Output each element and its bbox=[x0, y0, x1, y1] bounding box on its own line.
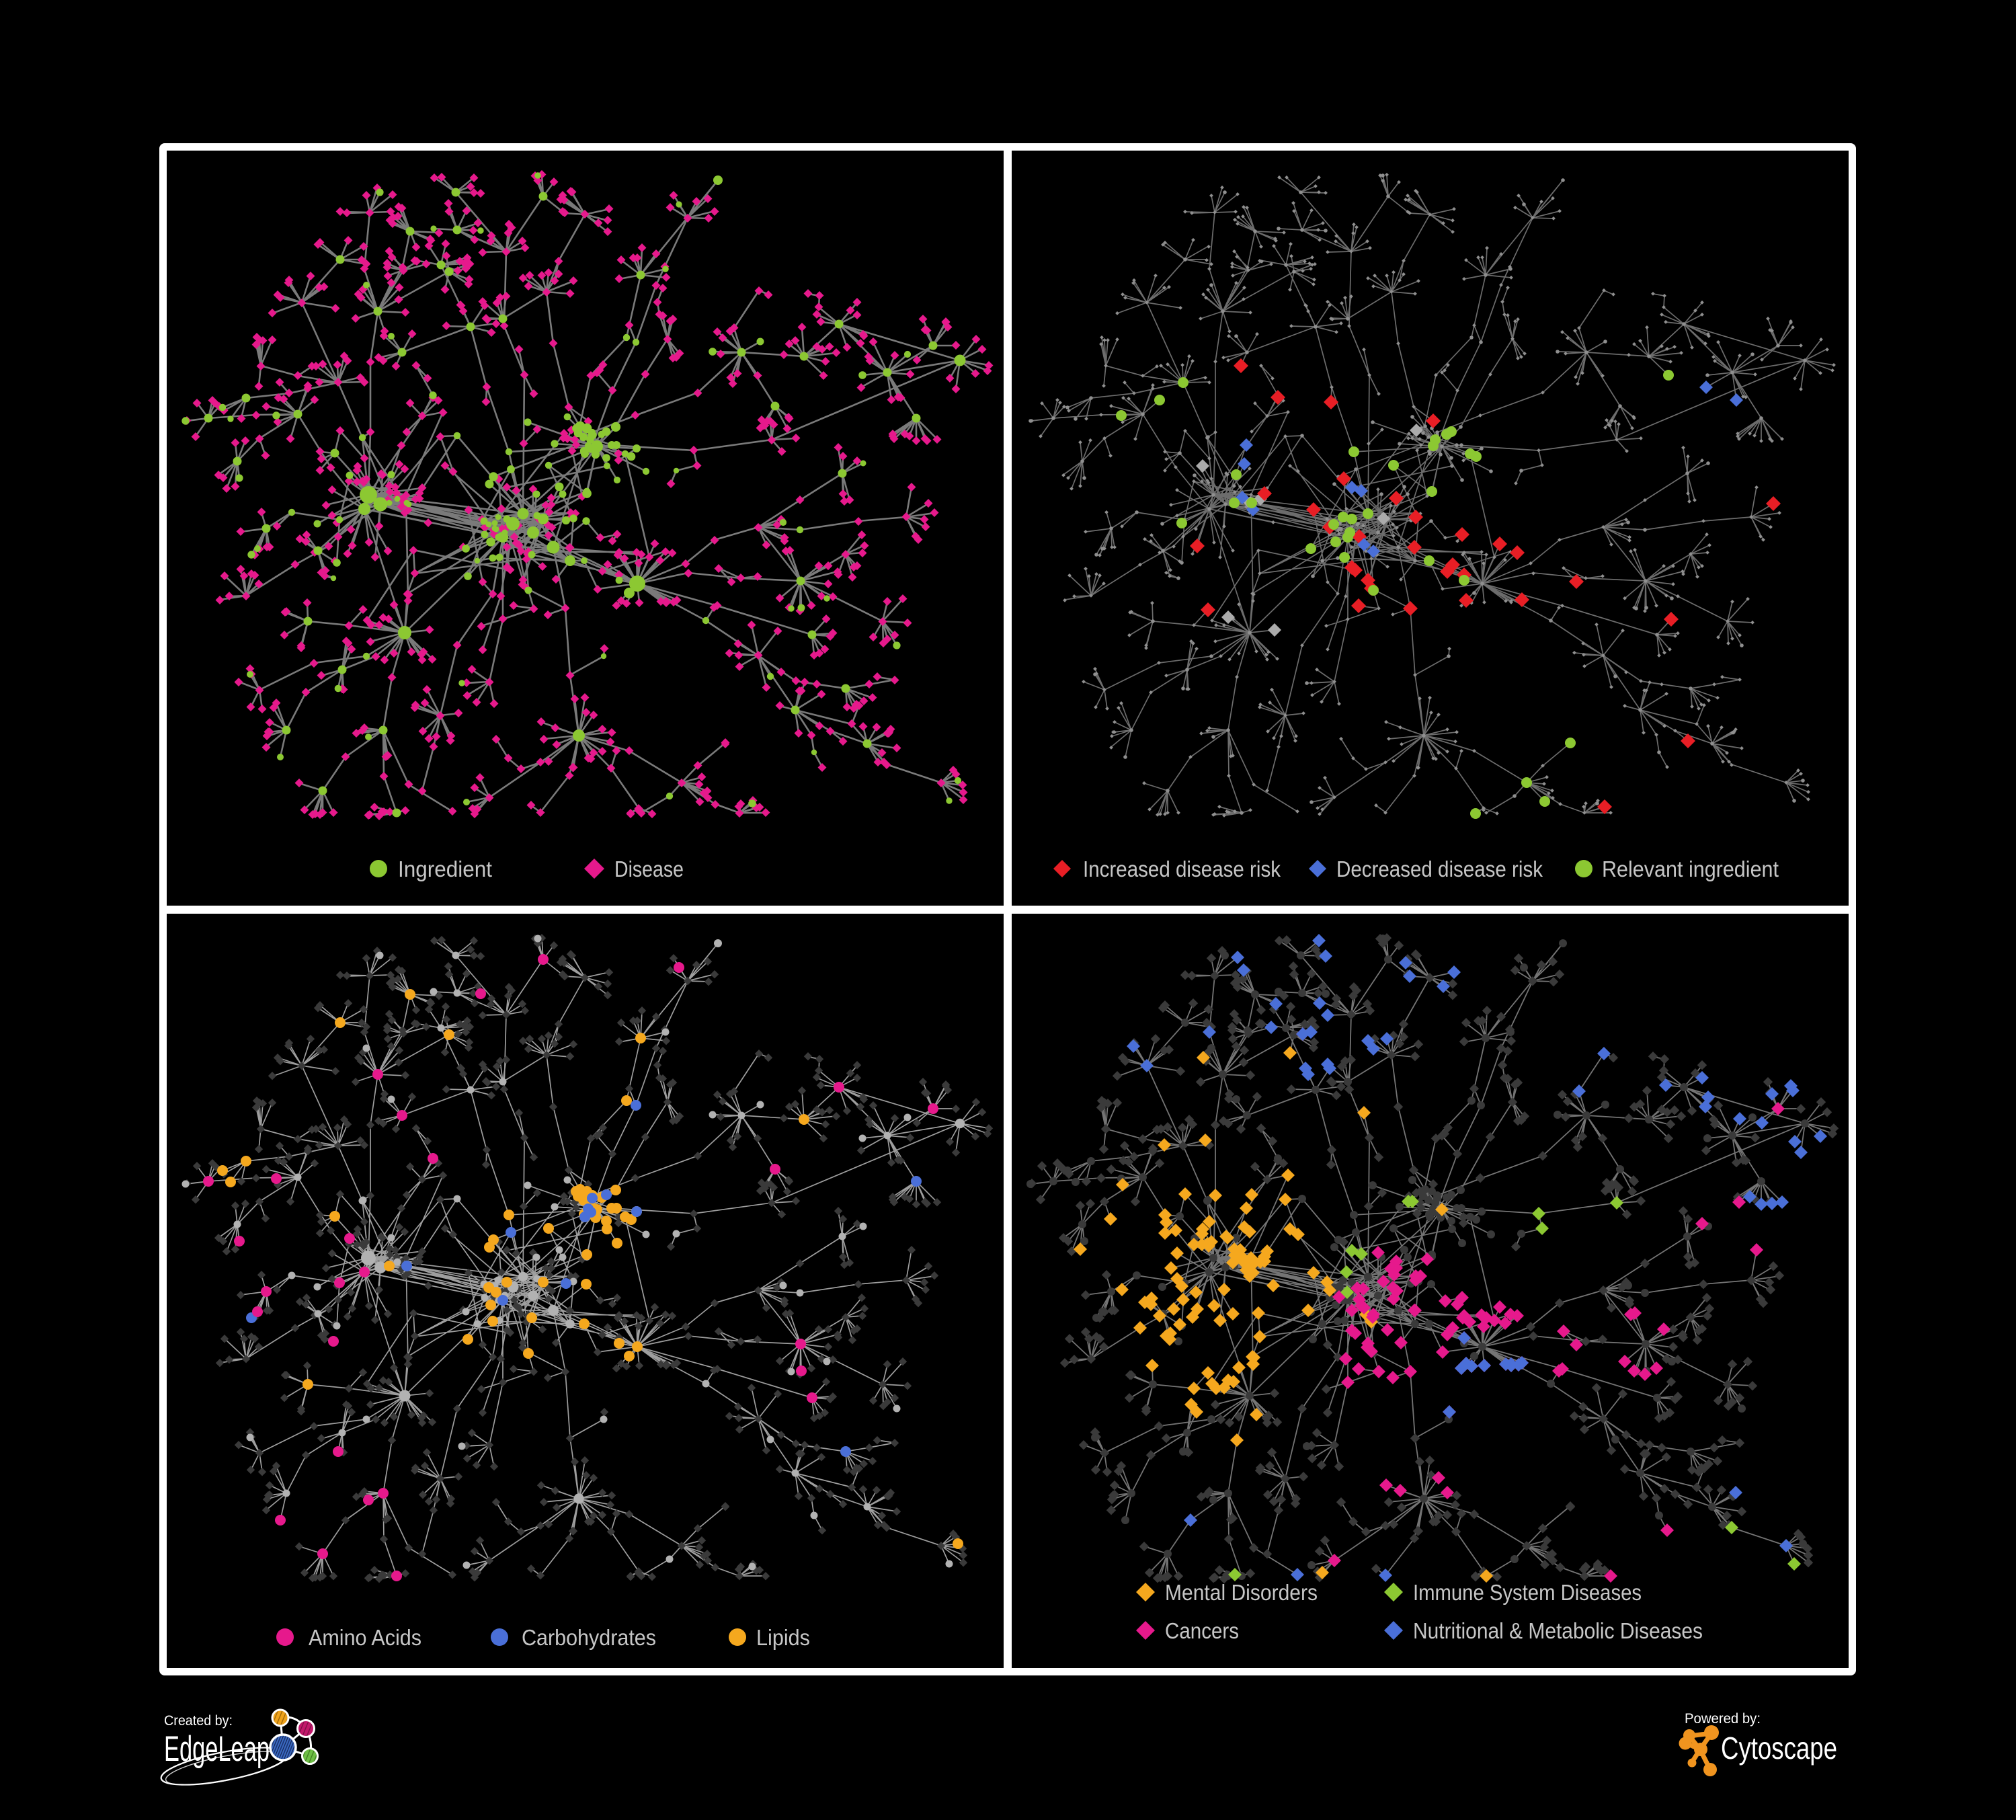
svg-text:Immune System Diseases: Immune System Diseases bbox=[1413, 1580, 1642, 1605]
svg-text:Decreased disease risk: Decreased disease risk bbox=[1336, 857, 1543, 881]
svg-text:EdgeLeap: EdgeLeap bbox=[164, 1729, 270, 1769]
svg-text:Mental Disorders: Mental Disorders bbox=[1165, 1580, 1318, 1605]
svg-text:Disease: Disease bbox=[614, 857, 684, 881]
svg-text:Nutritional & Metabolic Diseas: Nutritional & Metabolic Diseases bbox=[1413, 1618, 1703, 1643]
svg-text:Lipids: Lipids bbox=[756, 1625, 810, 1650]
svg-text:Increased disease risk: Increased disease risk bbox=[1083, 857, 1281, 881]
svg-text:Powered by:: Powered by: bbox=[1685, 1711, 1761, 1727]
svg-text:Ingredient: Ingredient bbox=[398, 857, 492, 881]
svg-text:Carbohydrates: Carbohydrates bbox=[522, 1625, 656, 1650]
svg-text:Relevant ingredient: Relevant ingredient bbox=[1602, 857, 1779, 881]
svg-text:Cytoscape: Cytoscape bbox=[1721, 1731, 1837, 1766]
svg-text:Amino Acids: Amino Acids bbox=[309, 1625, 421, 1650]
svg-text:Cancers: Cancers bbox=[1165, 1618, 1239, 1643]
svg-text:Created by:: Created by: bbox=[164, 1713, 233, 1729]
